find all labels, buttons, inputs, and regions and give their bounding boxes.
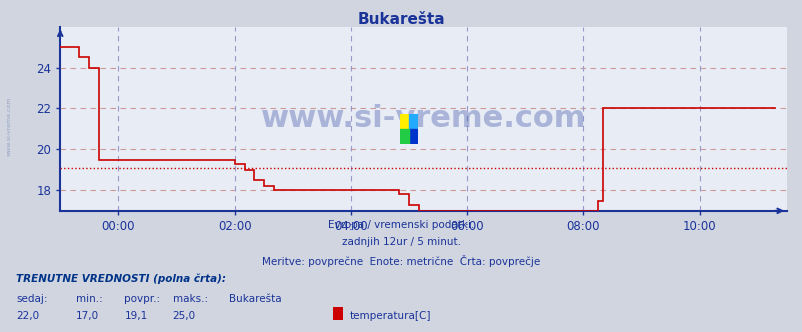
Text: temperatura[C]: temperatura[C] [349,311,430,321]
Text: 17,0: 17,0 [76,311,99,321]
Text: www.si-vreme.com: www.si-vreme.com [7,96,12,156]
Text: www.si-vreme.com: www.si-vreme.com [261,104,585,133]
Bar [399,114,408,129]
Text: Bukarešta: Bukarešta [229,294,282,304]
Text: 19,1: 19,1 [124,311,148,321]
Bar [408,114,417,129]
Text: Evropa / vremenski podatki.: Evropa / vremenski podatki. [328,220,474,230]
Text: 22,0: 22,0 [16,311,39,321]
Bar [408,129,417,144]
Text: min.:: min.: [76,294,103,304]
Text: zadnjih 12ur / 5 minut.: zadnjih 12ur / 5 minut. [342,237,460,247]
Text: povpr.:: povpr.: [124,294,160,304]
Text: maks.:: maks.: [172,294,208,304]
Text: TRENUTNE VREDNOSTI (polna črta):: TRENUTNE VREDNOSTI (polna črta): [16,274,226,285]
Text: Bukarešta: Bukarešta [357,12,445,27]
Bar [399,129,408,144]
Text: Meritve: povprečne  Enote: metrične  Črta: povprečje: Meritve: povprečne Enote: metrične Črta:… [262,255,540,267]
Text: sedaj:: sedaj: [16,294,47,304]
Text: 25,0: 25,0 [172,311,196,321]
